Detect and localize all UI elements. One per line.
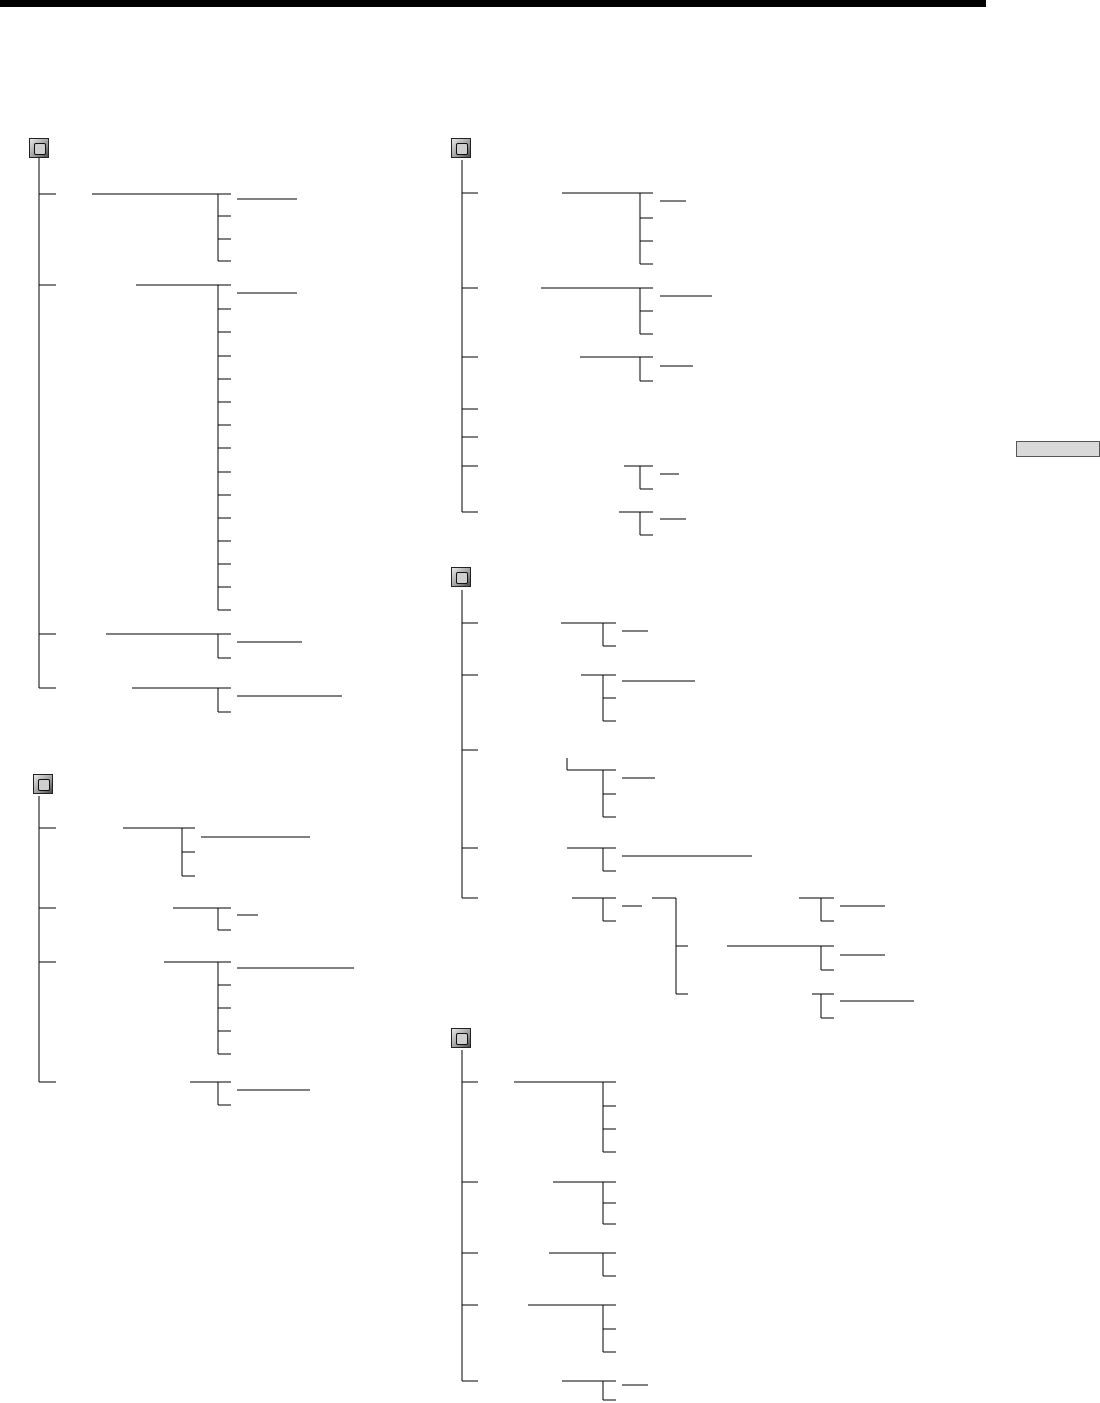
cassette-set-icon	[33, 774, 53, 794]
menu-5-tree	[461, 1050, 648, 1401]
etc-set-icon	[451, 1028, 471, 1048]
menu-2-tree	[38, 796, 354, 1106]
menu-4-tree	[461, 590, 914, 1019]
camera-set-icon	[29, 138, 49, 158]
menu-3-tree	[461, 160, 712, 536]
header-rule	[0, 0, 986, 7]
memory-set-icon	[451, 567, 471, 587]
lcd-vf-set-icon	[451, 138, 471, 158]
menu-1-tree	[38, 158, 342, 713]
